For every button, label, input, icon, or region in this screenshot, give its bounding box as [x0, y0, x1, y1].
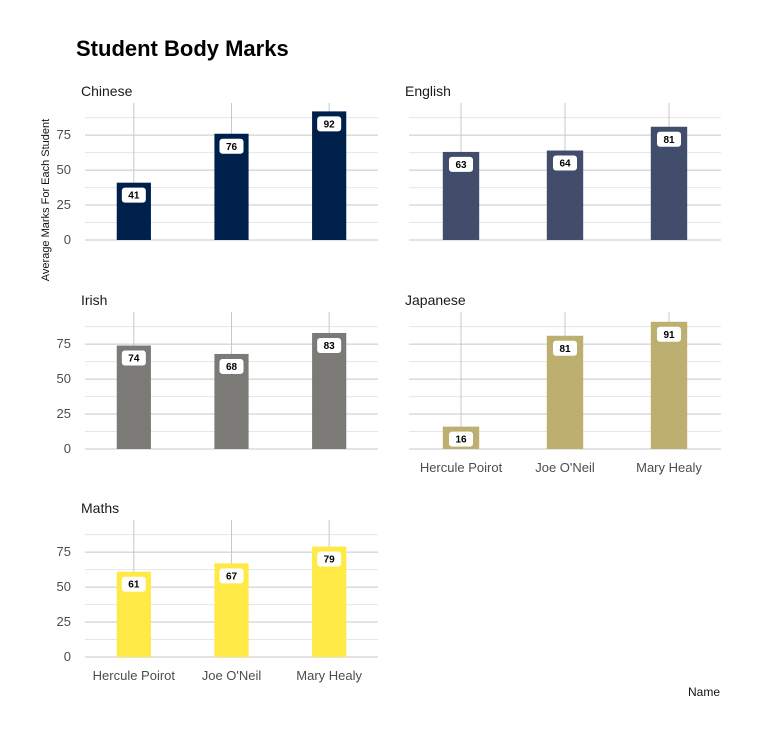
data-label-chinese-joe-o-neil: 76 — [226, 142, 238, 153]
data-label-box — [317, 116, 342, 132]
y-tick-label: 50 — [57, 371, 71, 386]
y-tick-label: 75 — [57, 127, 71, 142]
y-tick-label: 25 — [57, 406, 71, 421]
data-label-box — [317, 337, 342, 353]
x-tick-label: Mary Healy — [636, 460, 702, 475]
panel-title-english: English — [405, 83, 451, 99]
data-label-irish-mary-healy: 83 — [324, 341, 336, 352]
x-tick-label: Joe O'Neil — [535, 460, 595, 475]
data-label-box — [449, 431, 473, 447]
data-label-box — [553, 340, 577, 356]
x-axis-label: Name — [687, 685, 720, 699]
data-label-chinese-mary-healy: 92 — [324, 119, 336, 130]
y-tick-label: 0 — [64, 232, 71, 247]
y-tick-label: 50 — [57, 162, 71, 177]
x-tick-label: Hercule Poirot — [420, 460, 503, 475]
bar-japanese-mary-healy — [650, 321, 688, 449]
chart-title: Student Body Marks — [76, 36, 289, 61]
panel-title-chinese: Chinese — [81, 83, 133, 99]
y-tick-label: 25 — [57, 614, 71, 629]
data-label-japanese-joe-o-neil: 81 — [559, 344, 571, 355]
y-tick-label: 75 — [57, 544, 71, 559]
panel-title-maths: Maths — [81, 500, 119, 516]
data-label-box — [657, 326, 681, 342]
data-label-english-joe-o-neil: 64 — [559, 159, 571, 170]
data-label-box — [219, 568, 244, 584]
data-label-irish-hercule-poirot: 74 — [128, 354, 140, 365]
x-tick-label: Hercule Poirot — [93, 668, 176, 683]
panel-title-irish: Irish — [81, 292, 107, 308]
data-label-english-hercule-poirot: 63 — [455, 160, 467, 171]
data-label-japanese-hercule-poirot: 16 — [455, 435, 467, 446]
x-tick-label: Mary Healy — [296, 668, 362, 683]
bar-chinese-mary-healy — [312, 111, 347, 240]
data-label-box — [121, 576, 146, 592]
data-label-maths-joe-o-neil: 67 — [226, 571, 238, 582]
y-tick-label: 0 — [64, 441, 71, 456]
data-label-box — [219, 358, 244, 374]
data-label-box — [219, 138, 244, 154]
data-label-irish-joe-o-neil: 68 — [226, 362, 238, 373]
y-tick-label: 25 — [57, 197, 71, 212]
data-label-japanese-mary-healy: 91 — [663, 330, 675, 341]
data-label-box — [121, 187, 146, 203]
panel-title-japanese: Japanese — [405, 292, 466, 308]
y-tick-label: 0 — [64, 649, 71, 664]
y-tick-label: 75 — [57, 336, 71, 351]
data-label-box — [657, 131, 681, 147]
data-label-english-mary-healy: 81 — [663, 135, 675, 146]
data-label-box — [317, 551, 342, 567]
data-label-box — [553, 155, 577, 171]
data-label-box — [449, 156, 473, 172]
y-tick-label: 50 — [57, 579, 71, 594]
data-label-box — [121, 350, 146, 366]
data-label-maths-mary-healy: 79 — [324, 555, 336, 566]
x-tick-label: Joe O'Neil — [202, 668, 262, 683]
data-label-maths-hercule-poirot: 61 — [128, 580, 140, 591]
data-label-chinese-hercule-poirot: 41 — [128, 191, 140, 202]
